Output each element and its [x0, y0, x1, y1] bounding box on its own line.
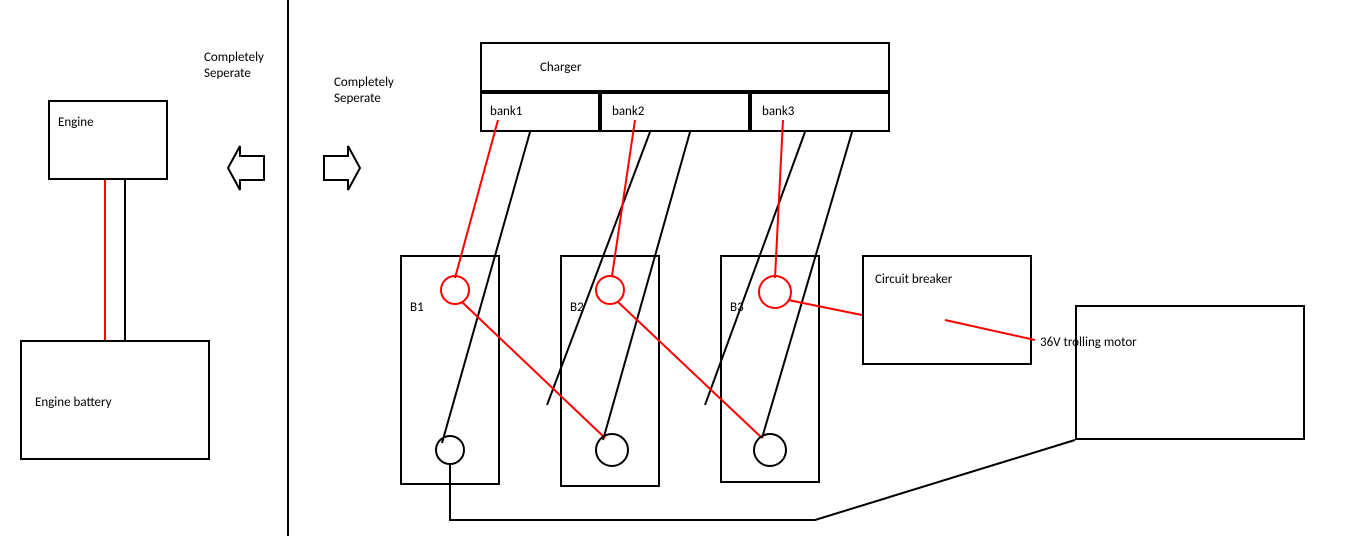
- battery1-box: [400, 255, 500, 485]
- engine-label: Engine: [58, 115, 94, 130]
- bank3-label: bank3: [762, 104, 794, 119]
- circuit-breaker-label: Circuit breaker: [875, 272, 952, 287]
- separate-left-label: Completely Seperate: [204, 50, 264, 81]
- battery3-box: [720, 255, 820, 483]
- trolling-motor-box: [1075, 305, 1305, 440]
- arrow-left-icon: [228, 146, 264, 190]
- arrow-right-icon: [324, 146, 360, 190]
- engine-battery-label: Engine battery: [35, 395, 112, 410]
- separate-right-label: Completely Seperate: [334, 75, 394, 106]
- battery2-box: [560, 255, 660, 487]
- b2-label: B2: [570, 300, 584, 315]
- b3-label: B3: [730, 300, 744, 315]
- charger-label: Charger: [540, 60, 581, 75]
- trolling-motor-label: 36V trolling motor: [1040, 335, 1137, 350]
- bank1-label: bank1: [490, 104, 522, 119]
- b1-label: B1: [410, 300, 424, 315]
- bank2-label: bank2: [612, 104, 644, 119]
- engine-box: [48, 100, 168, 180]
